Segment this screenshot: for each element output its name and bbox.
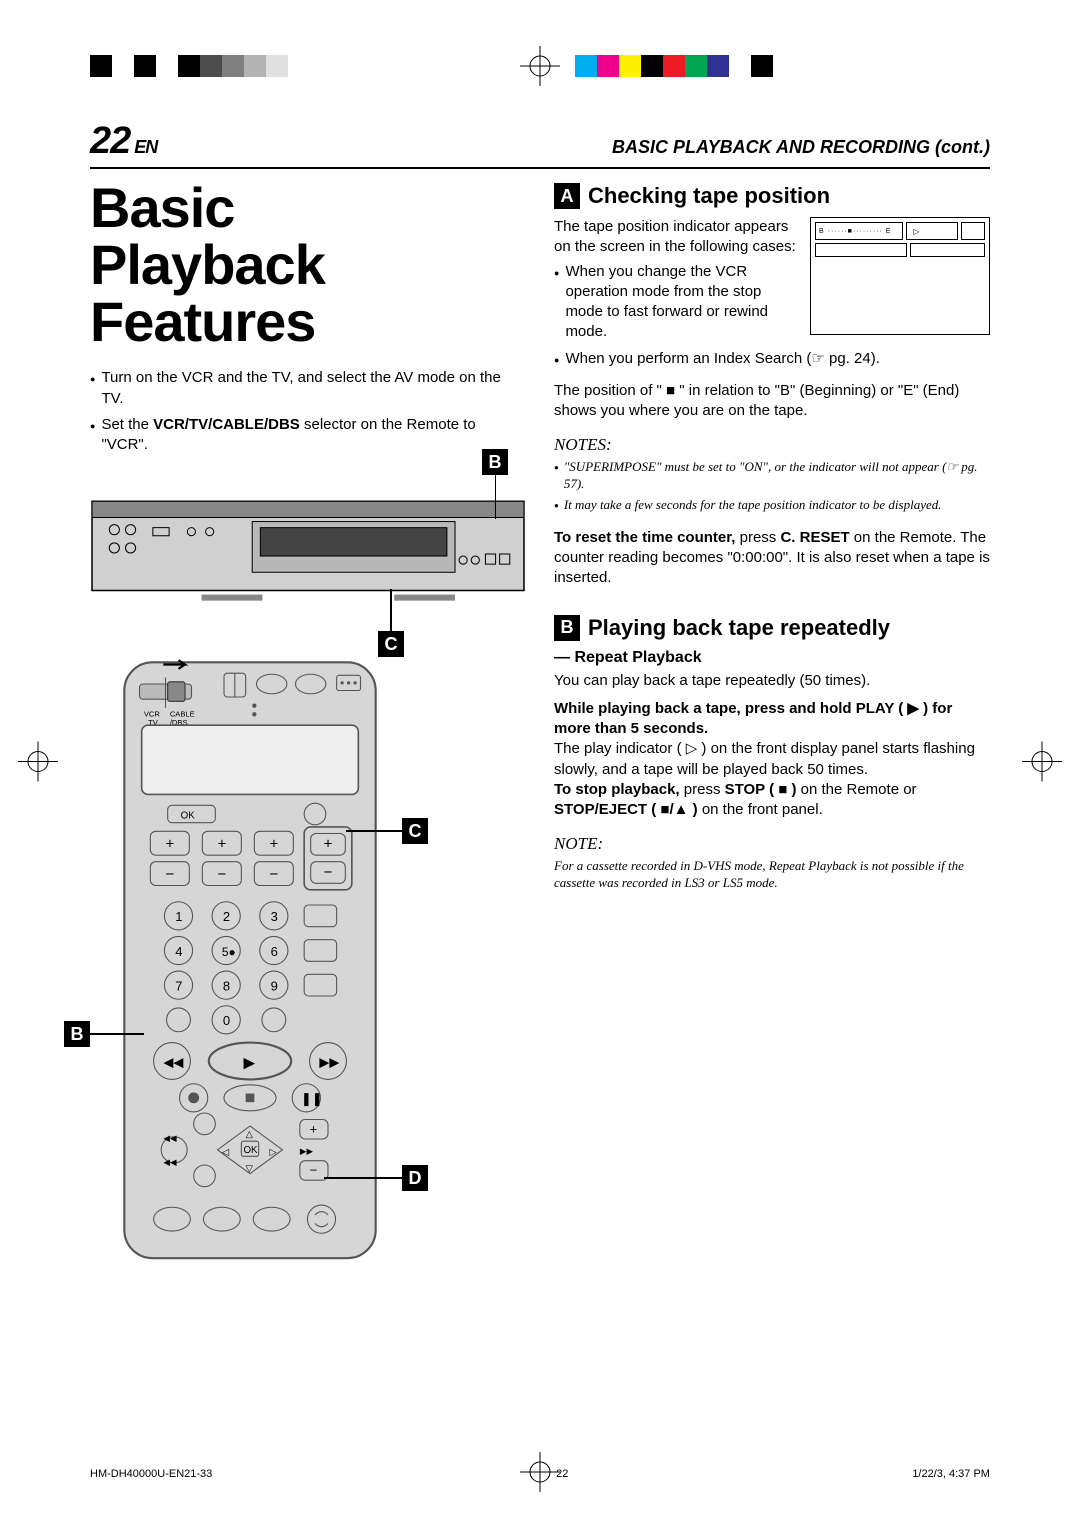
svg-text:◀◀: ◀◀ [163, 1157, 177, 1167]
svg-text:8: 8 [223, 979, 230, 994]
section-b-box: B [554, 615, 580, 641]
svg-text:+: + [310, 1122, 318, 1137]
svg-text:7: 7 [175, 979, 182, 994]
svg-text:+: + [269, 836, 278, 853]
section-b-title: Playing back tape repeatedly [588, 615, 890, 641]
svg-text:OK: OK [181, 810, 196, 821]
vcr-diagram: B C [90, 481, 526, 608]
footer-right: 1/22/3, 4:37 PM [912, 1468, 990, 1480]
page-lang: EN [134, 137, 157, 157]
note-text: "SUPERIMPOSE" must be set to "ON", or th… [564, 459, 990, 493]
section-b-subtitle: — Repeat Playback [554, 649, 990, 667]
section-title: BASIC PLAYBACK AND RECORDING (cont.) [612, 137, 990, 158]
reg-mark-left [18, 742, 58, 787]
svg-text:▷: ▷ [269, 1147, 277, 1158]
svg-text:1: 1 [175, 909, 182, 924]
notes-list: "SUPERIMPOSE" must be set to "ON", or th… [554, 459, 990, 514]
left-column: Basic Playback Features Turn on the VCR … [90, 179, 526, 1270]
secb-p4: To stop playback, press STOP ( ■ ) on th… [554, 780, 990, 821]
svg-text:9: 9 [271, 979, 278, 994]
title-line: Playback [90, 236, 526, 293]
svg-text:+: + [166, 836, 175, 853]
reg-mark-top [520, 46, 560, 86]
tape-strip: B ······■········· E [815, 222, 903, 240]
remote-illustration: VCR CABLE TV /DBS OK [120, 658, 380, 1265]
secb-note: For a cassette recorded in D-VHS mode, R… [554, 858, 990, 892]
svg-text:0: 0 [223, 1013, 230, 1028]
callout-d-remote: D [402, 1165, 428, 1191]
secb-p2: While playing back a tape, press and hol… [554, 699, 990, 740]
svg-text:−: − [218, 866, 227, 883]
title-line: Features [90, 293, 526, 350]
svg-text:▶: ▶ [244, 1054, 256, 1071]
section-b-head: B Playing back tape repeatedly [554, 615, 990, 641]
footer-left: HM-DH40000U-EN21-33 [90, 1468, 212, 1480]
svg-text:◀◀: ◀◀ [163, 1054, 183, 1069]
section-a-head: A Checking tape position [554, 183, 990, 209]
svg-text:−: − [324, 864, 333, 881]
svg-text:OK: OK [244, 1145, 259, 1156]
bullet-text: Turn on the VCR and the TV, and select t… [101, 368, 526, 409]
callout-b-remote: B [64, 1021, 90, 1047]
svg-text:5●: 5● [222, 945, 236, 959]
svg-text:▶▶: ▶▶ [319, 1054, 339, 1069]
tape-position-screen: B ······■········· E▷ [810, 217, 990, 335]
section-a-title: Checking tape position [588, 183, 830, 209]
reg-mark-right [1022, 742, 1062, 787]
svg-text:CABLE: CABLE [170, 709, 195, 718]
svg-text:◀◀: ◀◀ [163, 1133, 177, 1143]
section-a-box: A [554, 183, 580, 209]
svg-text:VCR: VCR [144, 709, 161, 718]
svg-text:❚❚: ❚❚ [301, 1091, 323, 1107]
note-heading: NOTE: [554, 834, 990, 854]
svg-text:+: + [218, 836, 227, 853]
case-text: When you change the VCR operation mode f… [565, 262, 800, 343]
callout-b: B [482, 449, 508, 475]
page-num-value: 22 [90, 120, 130, 162]
svg-text:3: 3 [271, 909, 278, 924]
secb-p3: The play indicator ( ▷ ) on the front di… [554, 739, 990, 780]
main-title: Basic Playback Features [90, 179, 526, 350]
right-column: A Checking tape position B ······■······… [554, 179, 990, 1270]
remote-diagram: VCR CABLE TV /DBS OK [90, 658, 526, 1270]
page-footer: HM-DH40000U-EN21-33 22 1/22/3, 4:37 PM [90, 1468, 990, 1480]
page-number: 22EN [90, 120, 157, 163]
bullet-text: Set the VCR/TV/CABLE/DBS selector on the… [101, 415, 526, 456]
note-text: It may take a few seconds for the tape p… [564, 497, 942, 514]
page-header: 22EN BASIC PLAYBACK AND RECORDING (cont.… [90, 120, 990, 169]
svg-text:+: + [324, 836, 333, 853]
svg-text:▽: ▽ [246, 1163, 254, 1174]
svg-text:6: 6 [271, 944, 278, 959]
svg-text:◁: ◁ [222, 1147, 230, 1158]
svg-text:△: △ [246, 1129, 254, 1140]
svg-text:▶▶: ▶▶ [300, 1146, 314, 1156]
footer-center: 22 [556, 1468, 568, 1480]
notes-heading: NOTES: [554, 435, 990, 455]
svg-text:−: − [166, 866, 175, 883]
svg-text:2: 2 [223, 909, 230, 924]
position-text: The position of " ■ " in relation to "B"… [554, 381, 990, 422]
case-text: When you perform an Index Search (☞ pg. … [565, 349, 879, 369]
svg-text:−: − [269, 866, 278, 883]
reset-text: To reset the time counter, press C. RESE… [554, 528, 990, 589]
vcr-illustration [90, 481, 526, 603]
svg-text:−: − [310, 1163, 318, 1178]
callout-c-remote: C [402, 818, 428, 844]
svg-text:4: 4 [175, 944, 182, 959]
page-content: 22EN BASIC PLAYBACK AND RECORDING (cont.… [90, 120, 990, 1418]
secb-p1: You can play back a tape repeatedly (50 … [554, 671, 990, 691]
title-line: Basic [90, 179, 526, 236]
intro-bullets: Turn on the VCR and the TV, and select t… [90, 368, 526, 455]
callout-c: C [378, 631, 404, 657]
colorbar-left [90, 55, 288, 77]
colorbar-right [575, 55, 773, 77]
